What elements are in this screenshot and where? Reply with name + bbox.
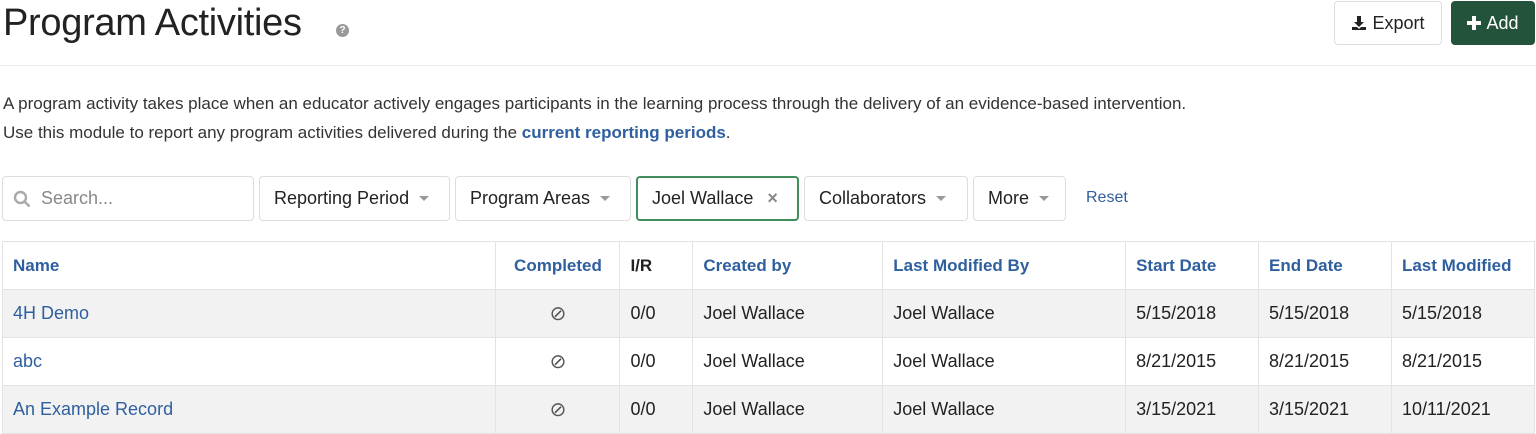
caret-down-icon xyxy=(600,196,611,201)
column-last-modified-by[interactable]: Last Modified By xyxy=(882,241,1127,290)
more-filter[interactable]: More xyxy=(973,176,1066,221)
plus-icon xyxy=(1467,16,1482,30)
download-icon xyxy=(1352,16,1367,30)
created-by-cell: Joel Wallace xyxy=(692,289,884,338)
search-icon xyxy=(13,190,31,207)
export-button[interactable]: Export xyxy=(1334,1,1442,45)
not-completed-icon: ⊘ xyxy=(495,289,621,338)
caret-down-icon xyxy=(419,196,430,201)
column-created-by[interactable]: Created by xyxy=(692,241,884,290)
start-date-cell: 8/21/2015 xyxy=(1125,337,1260,386)
collaborators-filter[interactable]: Collaborators xyxy=(804,176,968,221)
record-name-link[interactable]: abc xyxy=(1,337,497,386)
reset-link[interactable]: Reset xyxy=(1086,189,1128,206)
divider xyxy=(0,65,1536,66)
modified-by-cell: Joel Wallace xyxy=(882,385,1127,434)
not-completed-icon: ⊘ xyxy=(495,337,621,386)
page-title: Program Activities xyxy=(3,2,302,44)
search-input[interactable]: Search... xyxy=(2,176,254,221)
last-modified-cell: 5/15/2018 xyxy=(1390,289,1536,338)
start-date-cell: 3/15/2021 xyxy=(1125,385,1260,434)
table-row[interactable]: An Example Record ⊘ 0/0 Joel Wallace Joel Wa… xyxy=(1,385,1536,434)
user-filter[interactable]: Joel Wallace × xyxy=(636,176,799,221)
column-end-date[interactable]: End Date xyxy=(1258,241,1392,290)
add-label: Add xyxy=(1486,12,1519,33)
end-date-cell: 8/21/2015 xyxy=(1258,337,1392,386)
export-label: Export xyxy=(1372,12,1425,33)
column-completed[interactable]: Completed xyxy=(495,241,621,290)
created-by-cell: Joel Wallace xyxy=(692,385,884,434)
not-completed-icon: ⊘ xyxy=(495,385,621,434)
add-button[interactable]: Add xyxy=(1451,1,1535,45)
help-icon[interactable]: ? xyxy=(336,24,349,37)
column-ir: I/R xyxy=(619,241,694,290)
ir-cell: 0/0 xyxy=(619,289,694,338)
program-areas-filter[interactable]: Program Areas xyxy=(455,176,631,221)
last-modified-cell: 8/21/2015 xyxy=(1390,337,1536,386)
record-name-link[interactable]: 4H Demo xyxy=(1,289,497,338)
description: A program activity takes place when an e… xyxy=(3,94,1187,142)
end-date-cell: 3/15/2021 xyxy=(1258,385,1392,434)
table-header: Name Completed I/R Created by Last Modif… xyxy=(1,241,1536,290)
activities-table: Name Completed I/R Created by Last Modif… xyxy=(1,241,1536,434)
table-row[interactable]: 4H Demo ⊘ 0/0 Joel Wallace Joel Wallace 5/15/… xyxy=(1,289,1536,338)
record-name-link[interactable]: An Example Record xyxy=(1,385,497,434)
caret-down-icon xyxy=(936,196,947,201)
current-reporting-periods-link[interactable]: current reporting periods xyxy=(521,123,726,142)
start-date-cell: 5/15/2018 xyxy=(1125,289,1260,338)
column-name[interactable]: Name xyxy=(1,241,497,290)
last-modified-cell: 10/11/2021 xyxy=(1390,385,1536,434)
column-start-date[interactable]: Start Date xyxy=(1125,241,1260,290)
column-last-modified[interactable]: Last Modified xyxy=(1390,241,1536,290)
remove-filter-icon[interactable]: × xyxy=(767,188,778,208)
modified-by-cell: Joel Wallace xyxy=(882,289,1127,338)
caret-down-icon xyxy=(1039,196,1050,201)
ir-cell: 0/0 xyxy=(619,337,694,386)
table-row[interactable]: abc ⊘ 0/0 Joel Wallace Joel Wallace 8/21/2015… xyxy=(1,337,1536,386)
ir-cell: 0/0 xyxy=(619,385,694,434)
reporting-period-filter[interactable]: Reporting Period xyxy=(259,176,450,221)
created-by-cell: Joel Wallace xyxy=(692,337,884,386)
end-date-cell: 5/15/2018 xyxy=(1258,289,1392,338)
modified-by-cell: Joel Wallace xyxy=(882,337,1127,386)
